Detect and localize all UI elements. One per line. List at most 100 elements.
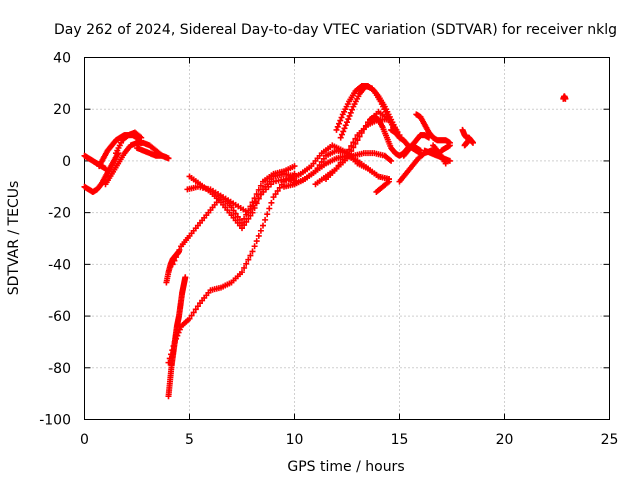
data-point <box>341 125 348 132</box>
data-point <box>228 204 235 211</box>
data-point <box>165 155 172 162</box>
data-point <box>347 109 354 116</box>
data-point <box>340 128 347 135</box>
y-tick-label: 40 <box>53 51 71 67</box>
data-point <box>239 269 245 276</box>
data-point <box>337 134 344 141</box>
data-point <box>338 114 345 121</box>
data-point <box>173 335 180 342</box>
data-point <box>388 157 395 164</box>
data-point <box>348 142 355 149</box>
data-point <box>316 162 323 169</box>
data-series <box>184 176 302 216</box>
x-tick-label: 0 <box>80 432 89 448</box>
data-point <box>247 252 254 259</box>
data-point <box>169 261 176 268</box>
data-point <box>255 232 262 239</box>
data-point <box>344 150 350 157</box>
data-point <box>262 216 269 223</box>
data-series <box>165 170 298 366</box>
data-point <box>245 256 252 263</box>
data-point <box>174 250 181 257</box>
data-point <box>243 260 250 267</box>
data-point <box>318 158 325 165</box>
data-point <box>341 153 348 160</box>
data-point <box>171 257 178 264</box>
data-point <box>251 243 258 250</box>
data-series <box>430 142 449 167</box>
data-series <box>400 132 432 159</box>
x-axis-title: GPS time / hours <box>287 459 404 475</box>
data-point <box>239 225 245 232</box>
data-point <box>270 194 277 201</box>
data-point <box>174 332 181 339</box>
data-point <box>442 160 449 167</box>
plot-frame <box>84 57 610 420</box>
y-tick-label: 0 <box>62 154 71 170</box>
data-point <box>247 206 254 213</box>
data-series <box>337 82 401 141</box>
x-tick-label: 20 <box>496 432 514 448</box>
data-point <box>334 123 341 130</box>
data-point <box>234 213 241 220</box>
data-point <box>250 202 257 209</box>
data-point <box>186 315 193 322</box>
data-point <box>166 355 173 362</box>
data-point <box>257 182 264 189</box>
data-point <box>249 248 256 255</box>
data-point <box>253 238 260 245</box>
data-point <box>252 198 259 205</box>
data-point <box>314 165 321 172</box>
data-point <box>169 347 176 354</box>
data-point <box>170 343 177 350</box>
data-point <box>266 205 273 212</box>
x-tick-label: 10 <box>286 432 304 448</box>
data-series <box>373 178 392 195</box>
data-point <box>272 191 279 198</box>
data-point <box>268 199 275 206</box>
data-point <box>446 157 453 164</box>
y-tick-label: -40 <box>48 257 71 273</box>
data-point <box>345 116 352 123</box>
data-point <box>336 120 343 127</box>
data-series <box>461 137 472 149</box>
data-series <box>287 142 395 183</box>
data-point <box>245 209 252 216</box>
chart-title: Day 262 of 2024, Sidereal Day-to-day VTE… <box>54 22 617 38</box>
x-tick-label: 25 <box>601 432 619 448</box>
data-point <box>346 146 353 153</box>
data-point <box>176 246 183 253</box>
data-point <box>333 126 340 133</box>
data-series <box>560 93 569 102</box>
data-point <box>257 227 264 234</box>
data-series <box>413 111 453 146</box>
data-points <box>81 82 569 400</box>
data-point <box>337 117 344 124</box>
data-point <box>165 359 172 366</box>
data-series <box>113 129 145 157</box>
data-point <box>188 312 195 319</box>
y-tick-label: -60 <box>48 309 71 325</box>
data-point <box>260 222 266 229</box>
data-point <box>230 207 237 214</box>
data-point <box>173 254 180 261</box>
data-point <box>352 135 359 142</box>
data-point <box>241 222 248 229</box>
data-point <box>190 309 197 316</box>
data-point <box>562 95 569 102</box>
data-point <box>338 131 345 138</box>
data-point <box>247 212 254 219</box>
data-point <box>342 122 349 129</box>
data-point <box>182 274 189 281</box>
data-point <box>168 351 175 358</box>
data-point <box>291 163 298 170</box>
data-point <box>344 119 350 126</box>
data-point <box>245 215 252 222</box>
data-point <box>349 106 356 113</box>
data-point <box>320 155 327 162</box>
data-point <box>470 139 476 146</box>
data-point <box>350 139 357 146</box>
data-point <box>232 210 239 217</box>
data-series <box>134 145 172 162</box>
